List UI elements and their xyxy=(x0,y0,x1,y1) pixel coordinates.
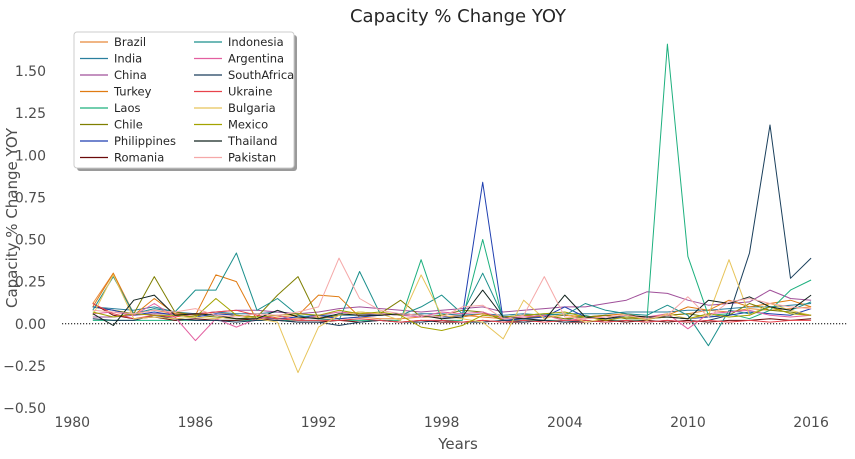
y-tick-label: −0.25 xyxy=(3,359,46,375)
legend-label: Bulgaria xyxy=(228,101,276,115)
y-tick-label: 1.00 xyxy=(15,148,46,164)
legend-box xyxy=(73,31,295,169)
chart-title: Capacity % Change YOY xyxy=(350,6,567,27)
y-tick-label: 1.50 xyxy=(15,64,46,80)
y-tick-label: −0.50 xyxy=(3,401,46,417)
x-tick-label: 1992 xyxy=(301,415,337,431)
x-tick-label: 2004 xyxy=(547,415,583,431)
legend-label: Indonesia xyxy=(228,35,284,49)
legend-label: Pakistan xyxy=(228,151,276,165)
x-tick-label: 2016 xyxy=(793,415,829,431)
legend-label: China xyxy=(114,68,147,82)
x-tick-label: 1980 xyxy=(54,415,90,431)
y-tick-label: 0.00 xyxy=(15,317,46,333)
series-line-indonesia xyxy=(92,252,812,347)
legend-label: Turkey xyxy=(113,85,152,99)
series-line-pakistan xyxy=(92,257,812,320)
x-axis-ticks: 1980 1986 1992 1998 2004 2010 2016 xyxy=(54,415,829,431)
x-axis-label: Years xyxy=(437,435,478,453)
legend-label: Argentina xyxy=(228,52,284,66)
legend-label: Mexico xyxy=(228,118,268,132)
legend-label: India xyxy=(114,52,142,66)
series-line-ukraine xyxy=(92,303,812,323)
y-tick-label: 0.75 xyxy=(15,190,46,206)
y-tick-label: 0.50 xyxy=(15,233,46,249)
legend-label: Brazil xyxy=(114,35,146,49)
x-tick-label: 1998 xyxy=(424,415,460,431)
legend-label: Romania xyxy=(114,151,164,165)
legend-label: SouthAfrica xyxy=(228,68,294,82)
series-lines xyxy=(92,43,812,374)
x-tick-label: 2010 xyxy=(670,415,706,431)
series-line-argentina xyxy=(92,303,812,342)
x-tick-label: 1986 xyxy=(178,415,214,431)
legend-label: Ukraine xyxy=(228,85,272,99)
legend-label: Chile xyxy=(114,118,143,132)
legend-label: Laos xyxy=(114,101,140,115)
series-line-thailand xyxy=(92,289,812,326)
y-axis-label: Capacity % Change YOY xyxy=(3,127,21,308)
legend: Brazil India China Turkey Laos Chile Philippin… xyxy=(73,31,297,171)
y-tick-label: 1.25 xyxy=(15,106,46,122)
legend-label: Philippines xyxy=(114,134,176,148)
legend-label: Thailand xyxy=(227,134,277,148)
series-line-mexico xyxy=(92,298,812,331)
y-axis-ticks: −0.50 −0.25 0.00 0.25 0.50 0.75 1.00 1.25 1.50 xyxy=(3,64,46,417)
y-tick-label: 0.25 xyxy=(15,275,46,291)
